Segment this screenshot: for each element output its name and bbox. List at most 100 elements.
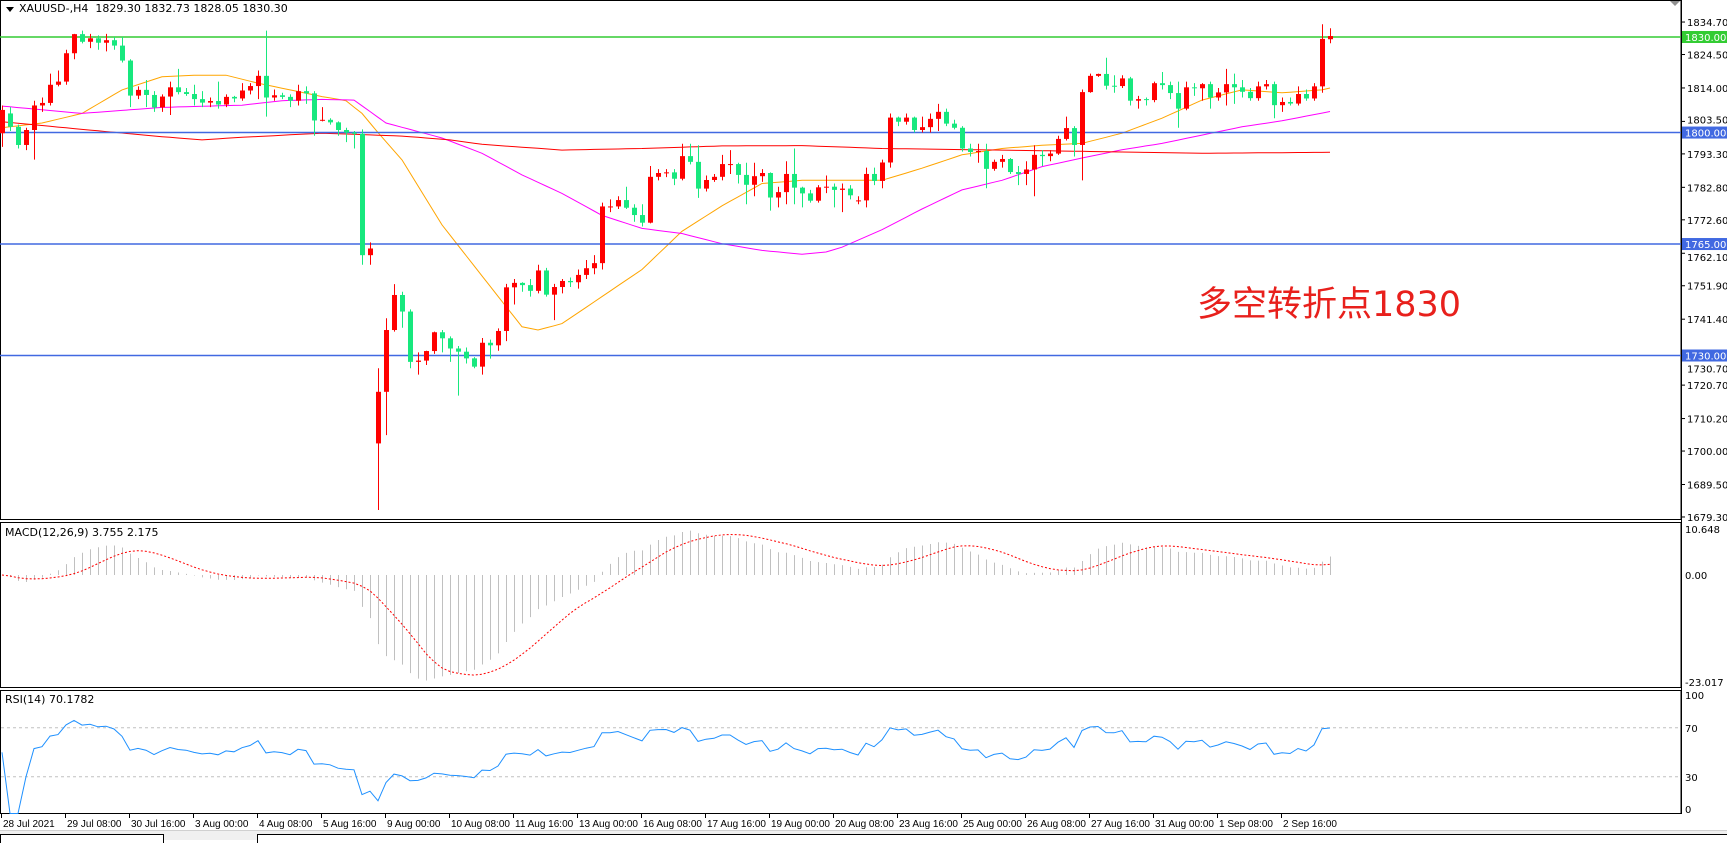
candle-body [984, 151, 989, 169]
candle [432, 331, 437, 354]
candle [416, 352, 421, 375]
candle-body [1232, 84, 1237, 88]
macd-title: MACD(12,26,9) 3.755 2.175 [5, 526, 159, 539]
candle [1120, 75, 1125, 88]
candle [624, 186, 629, 209]
candle [8, 107, 13, 131]
time-tick-label: 20 Aug 08:00 [835, 819, 894, 830]
candle [1128, 76, 1133, 106]
candle-body [472, 358, 477, 367]
price-tick-label: 1700.00 [1687, 447, 1727, 458]
candle [1160, 72, 1165, 90]
candle [1096, 73, 1101, 77]
candle-body [848, 188, 853, 196]
candle-body [216, 101, 221, 105]
candle-body [128, 60, 133, 96]
candle [128, 59, 133, 108]
candle-body [168, 87, 173, 97]
candle [376, 368, 381, 510]
candle-body [1280, 101, 1285, 106]
candle [1000, 154, 1005, 168]
symbol-timeframe: XAUUSD-,H4 [19, 2, 89, 15]
candle-body [344, 130, 349, 133]
candle [1016, 165, 1021, 186]
rsi-axis-label: 100 [1685, 691, 1704, 702]
candle-body [824, 186, 829, 188]
candle [144, 79, 149, 108]
candle-body [584, 268, 589, 275]
candle [520, 282, 525, 292]
time-tick-label: 28 Jul 2021 [3, 819, 55, 830]
candle [1272, 81, 1277, 119]
price-tick-label: 1803.50 [1687, 116, 1727, 127]
candle [1144, 97, 1149, 106]
candle [1216, 87, 1221, 101]
candle [544, 267, 549, 297]
candle [1248, 87, 1253, 101]
candle-body [1032, 154, 1037, 170]
candle-body [152, 94, 157, 108]
dropdown-triangle-icon[interactable] [6, 6, 14, 12]
candle [80, 30, 85, 44]
candle-body [504, 287, 509, 331]
candle [872, 167, 877, 186]
candle-body [304, 91, 309, 94]
candle [1048, 150, 1053, 162]
chart-header: XAUUSD-,H4 1829.30 1832.73 1828.05 1830.… [6, 2, 288, 15]
candle-body [896, 117, 901, 122]
candle [904, 113, 909, 125]
candle-body [256, 75, 261, 87]
candle-body [592, 263, 597, 269]
candle [568, 277, 573, 288]
candle [368, 242, 373, 265]
candle [1104, 57, 1109, 90]
candle-body [784, 173, 789, 193]
candle [720, 154, 725, 181]
candle-body [1080, 92, 1085, 145]
ma-fast-line [1, 74, 1331, 331]
candle [864, 167, 869, 208]
main-pane-frame [0, 0, 1682, 520]
candle-body [1144, 99, 1149, 101]
candle [456, 345, 461, 396]
candle [1320, 24, 1325, 93]
candle-body [1272, 84, 1277, 106]
candle-body [192, 94, 197, 100]
candle-body [320, 119, 325, 121]
candle [336, 121, 341, 136]
candle-body [1088, 75, 1093, 93]
candle-body [856, 200, 861, 202]
candle-body [904, 117, 909, 122]
candle [1232, 73, 1237, 104]
candle-body [528, 285, 533, 291]
candle-body [808, 193, 813, 201]
candle-body [352, 132, 357, 134]
time-tick-label: 26 Aug 08:00 [1027, 819, 1086, 830]
candle [400, 291, 405, 328]
candle-body [232, 96, 237, 99]
candle-body [912, 117, 917, 131]
candle-body [928, 118, 933, 128]
candle-body [96, 38, 101, 43]
candle [1296, 86, 1301, 106]
candle-body [200, 99, 205, 103]
candle-body [1160, 83, 1165, 86]
candle [1240, 79, 1245, 98]
candle [680, 143, 685, 181]
candle-body [208, 101, 213, 103]
candle [176, 68, 181, 95]
rsi-line [1, 719, 1331, 814]
candle [288, 94, 293, 108]
candle [384, 318, 389, 436]
price-tick-label: 1772.60 [1687, 216, 1727, 227]
price-tick-label: 1814.00 [1687, 84, 1727, 95]
price-tick-label: 1762.10 [1687, 253, 1727, 264]
candle-body [1256, 86, 1261, 99]
candle [800, 186, 805, 208]
candle-body [1168, 85, 1173, 94]
candle [704, 175, 709, 192]
candle [256, 70, 261, 100]
candle [576, 269, 581, 289]
candle-body [720, 164, 725, 177]
